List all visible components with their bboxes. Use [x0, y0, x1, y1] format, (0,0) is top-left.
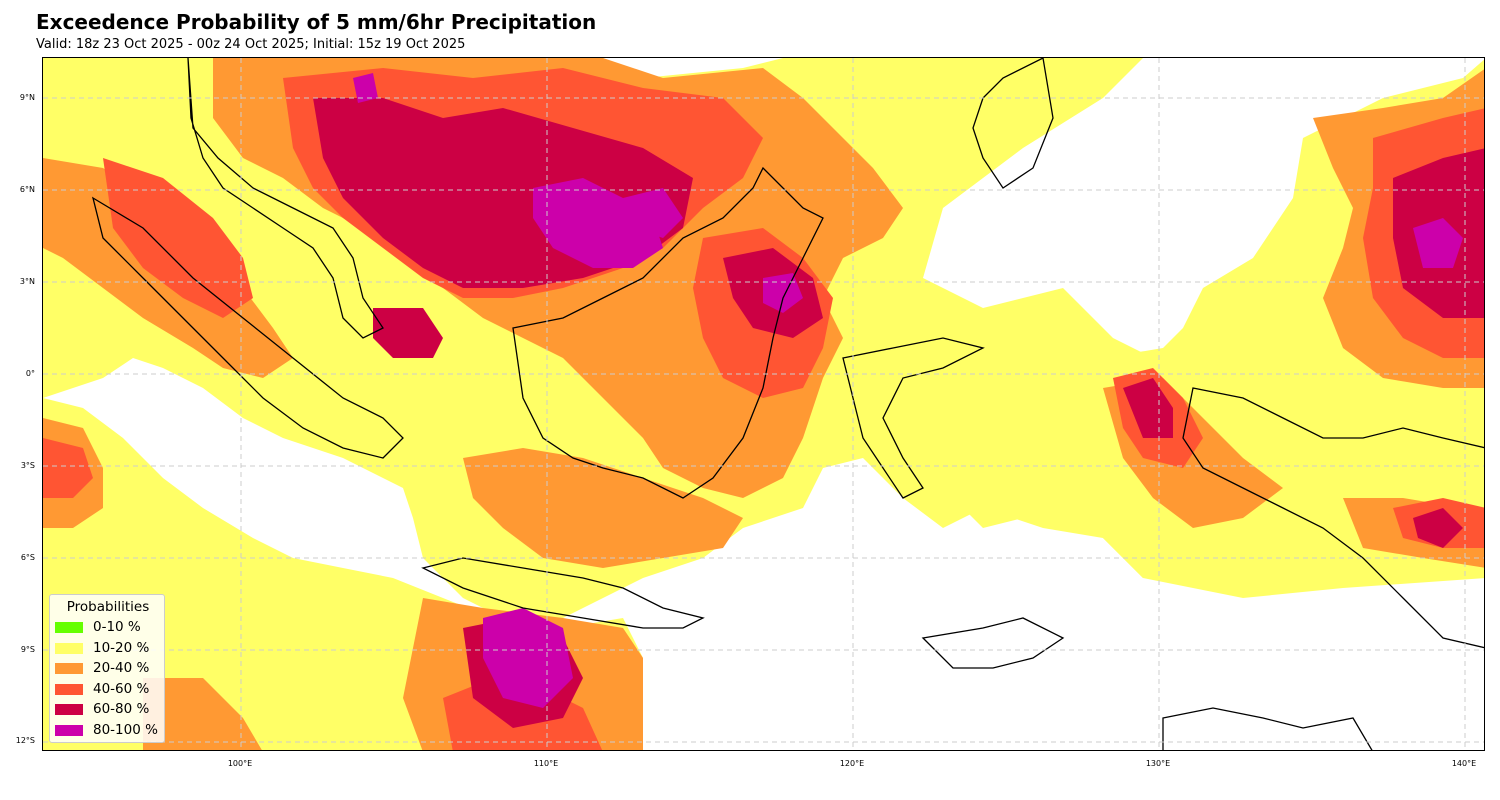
legend-swatch — [55, 622, 83, 633]
borneo-outline — [512, 166, 824, 499]
gridlines — [43, 58, 1484, 750]
lat-label-12s: 12°S — [15, 736, 35, 745]
legend-swatch — [55, 683, 83, 695]
map-title: Exceedence Probability of 5 mm/6hr Preci… — [36, 10, 597, 34]
lon-label-130e: 130°E — [1145, 759, 1171, 768]
legend-label: 20-40 % — [93, 660, 150, 676]
australia-outline — [1162, 707, 1373, 750]
philippines-outline — [972, 58, 1054, 189]
legend-label: 10-20 % — [93, 639, 150, 656]
prob-layer-80-100 — [353, 73, 1463, 708]
lon-label-120e: 120°E — [839, 759, 865, 768]
probability-legend: Probabilities 0-10 % 10-20 % 20-40 % 40-… — [49, 594, 165, 743]
java-outline — [421, 557, 705, 629]
lat-label-6s: 6°S — [20, 553, 35, 562]
lon-label-110e: 110°E — [533, 759, 559, 768]
lon-label-140e: 140°E — [1451, 759, 1477, 768]
legend-label: 60-80 % — [93, 701, 150, 717]
legend-label: 40-60 % — [93, 680, 150, 697]
lat-label-3s: 3°S — [20, 461, 35, 470]
lon-label-100e: 100°E — [227, 759, 253, 768]
lat-label-6n: 6°N — [19, 185, 35, 194]
legend-swatch — [55, 642, 83, 654]
legend-swatch — [55, 724, 83, 736]
sulawesi-outline — [842, 337, 985, 499]
coastlines — [91, 58, 1484, 750]
legend-title: Probabilities — [66, 599, 150, 615]
timor-outline — [921, 617, 1065, 669]
legend-swatch — [55, 663, 83, 674]
lat-label-0: 0° — [25, 369, 35, 378]
legend-label: 0-10 % — [93, 619, 141, 635]
legend-label: 80-100 % — [93, 721, 158, 738]
lat-label-9s: 9°S — [20, 645, 35, 654]
sumatra-outline — [91, 196, 404, 459]
lat-label-3n: 3°N — [19, 277, 35, 286]
lat-label-9n: 9°N — [19, 93, 35, 102]
map-subtitle: Valid: 18z 23 Oct 2025 - 00z 24 Oct 2025… — [36, 37, 466, 52]
precipitation-map — [42, 57, 1485, 751]
malay-peninsula-outline — [187, 58, 384, 339]
map-canvas — [43, 58, 1484, 750]
legend-swatch — [55, 704, 83, 715]
